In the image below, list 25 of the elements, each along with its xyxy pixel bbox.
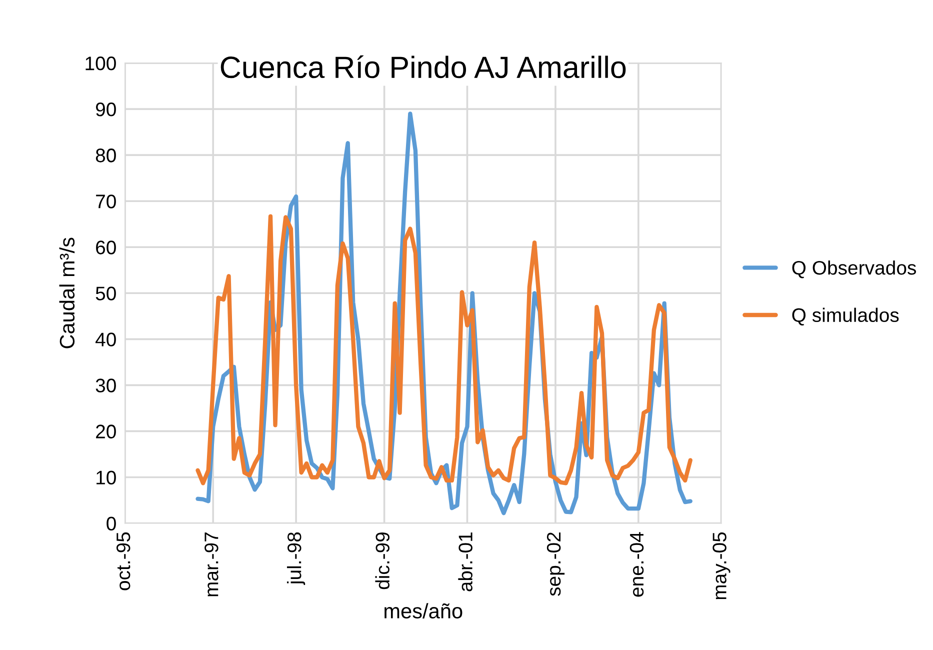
x-tick-label: sep.-02: [546, 532, 565, 596]
legend-label: Q Observados: [792, 260, 916, 278]
x-tick-label: abr.-01: [458, 532, 472, 592]
line-series: [196, 214, 692, 486]
y-tick-label: 60: [96, 240, 116, 254]
x-tick-label: jul.-98: [286, 532, 306, 586]
chart-title: Cuenca Río Pindo AJ Amarillo: [220, 55, 626, 78]
y-tick-label: 30: [96, 378, 116, 392]
x-tick-label: may.-05: [712, 532, 730, 600]
x-tick-label: ene.-04: [630, 532, 644, 597]
y-tick-label: 50: [96, 286, 116, 300]
x-tick-label: dic.-99: [375, 532, 390, 590]
x-tick-label: mar.-97: [204, 532, 218, 596]
y-tick-label: 10: [96, 470, 116, 484]
x-tick-label: oct.-95: [116, 532, 130, 590]
y-axis-title: Caudal m³/s: [59, 238, 75, 348]
y-tick-label: 20: [96, 424, 116, 438]
y-tick-label: 70: [96, 194, 116, 208]
y-tick-label: 80: [96, 148, 116, 162]
y-tick-label: 0: [106, 516, 116, 530]
x-axis-title: mes/año: [384, 603, 462, 618]
y-tick-label: 100: [86, 56, 116, 70]
legend-label: Q simulados: [792, 308, 899, 326]
y-tick-label: 40: [96, 332, 116, 346]
y-tick-label: 90: [96, 102, 116, 116]
